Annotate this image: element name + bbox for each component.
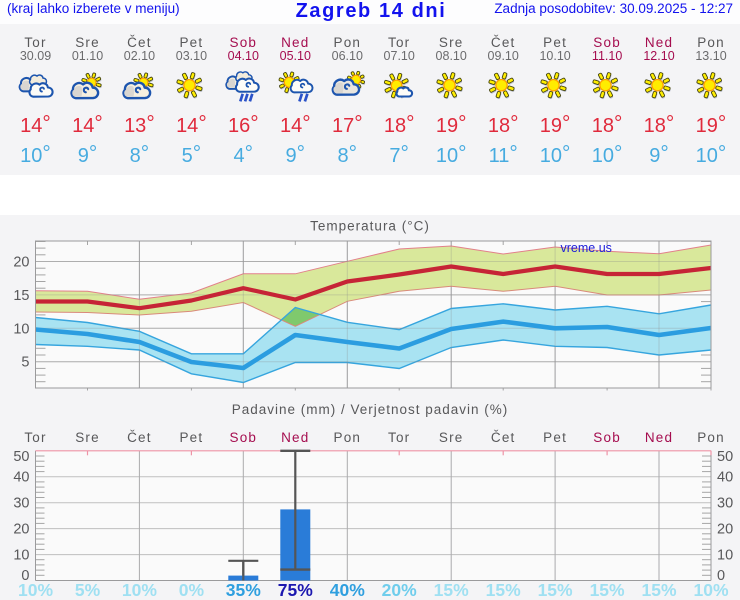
- svg-text:Sob: Sob: [229, 430, 257, 445]
- svg-text:10%: 10%: [693, 580, 728, 600]
- svg-text:30: 30: [13, 496, 29, 512]
- svg-text:20%: 20%: [382, 580, 417, 600]
- svg-text:Ned: Ned: [281, 430, 309, 445]
- svg-text:Pon: Pon: [333, 430, 361, 445]
- svg-text:Ned: Ned: [645, 430, 673, 445]
- svg-text:15%: 15%: [590, 580, 625, 600]
- svg-text:20: 20: [717, 522, 733, 538]
- svg-text:10: 10: [13, 548, 29, 564]
- svg-text:20: 20: [13, 255, 29, 271]
- svg-text:0: 0: [21, 568, 29, 584]
- svg-text:Sob: Sob: [593, 430, 621, 445]
- svg-text:50: 50: [13, 449, 29, 465]
- svg-text:Sre: Sre: [439, 430, 464, 445]
- svg-text:5%: 5%: [75, 580, 101, 600]
- svg-text:20: 20: [13, 522, 29, 538]
- svg-text:0: 0: [717, 568, 725, 584]
- svg-text:Sre: Sre: [75, 430, 100, 445]
- svg-text:10: 10: [13, 321, 29, 337]
- svg-text:15%: 15%: [538, 580, 573, 600]
- svg-text:15%: 15%: [641, 580, 676, 600]
- svg-text:Čet: Čet: [127, 430, 152, 445]
- svg-text:5: 5: [21, 355, 29, 371]
- svg-text:75%: 75%: [278, 580, 313, 600]
- svg-text:40%: 40%: [330, 580, 365, 600]
- svg-text:vreme.us: vreme.us: [561, 241, 612, 255]
- svg-text:15: 15: [13, 288, 29, 304]
- svg-text:Pet: Pet: [179, 430, 203, 445]
- svg-text:15%: 15%: [486, 580, 521, 600]
- svg-text:Temperatura (°C): Temperatura (°C): [310, 219, 430, 234]
- svg-text:Pet: Pet: [543, 430, 567, 445]
- svg-text:Tor: Tor: [388, 430, 410, 445]
- svg-text:40: 40: [717, 470, 733, 486]
- svg-text:40: 40: [13, 470, 29, 486]
- svg-text:Pon: Pon: [697, 430, 725, 445]
- svg-text:35%: 35%: [226, 580, 261, 600]
- svg-text:10%: 10%: [122, 580, 157, 600]
- svg-text:30: 30: [717, 496, 733, 512]
- svg-text:50: 50: [717, 449, 733, 465]
- svg-text:0%: 0%: [179, 580, 205, 600]
- svg-text:10: 10: [717, 548, 733, 564]
- svg-text:Padavine (mm) / Verjetnost pad: Padavine (mm) / Verjetnost padavin (%): [232, 402, 509, 417]
- svg-text:Tor: Tor: [24, 430, 46, 445]
- svg-text:15%: 15%: [434, 580, 469, 600]
- svg-text:10%: 10%: [18, 580, 53, 600]
- svg-text:Čet: Čet: [491, 430, 516, 445]
